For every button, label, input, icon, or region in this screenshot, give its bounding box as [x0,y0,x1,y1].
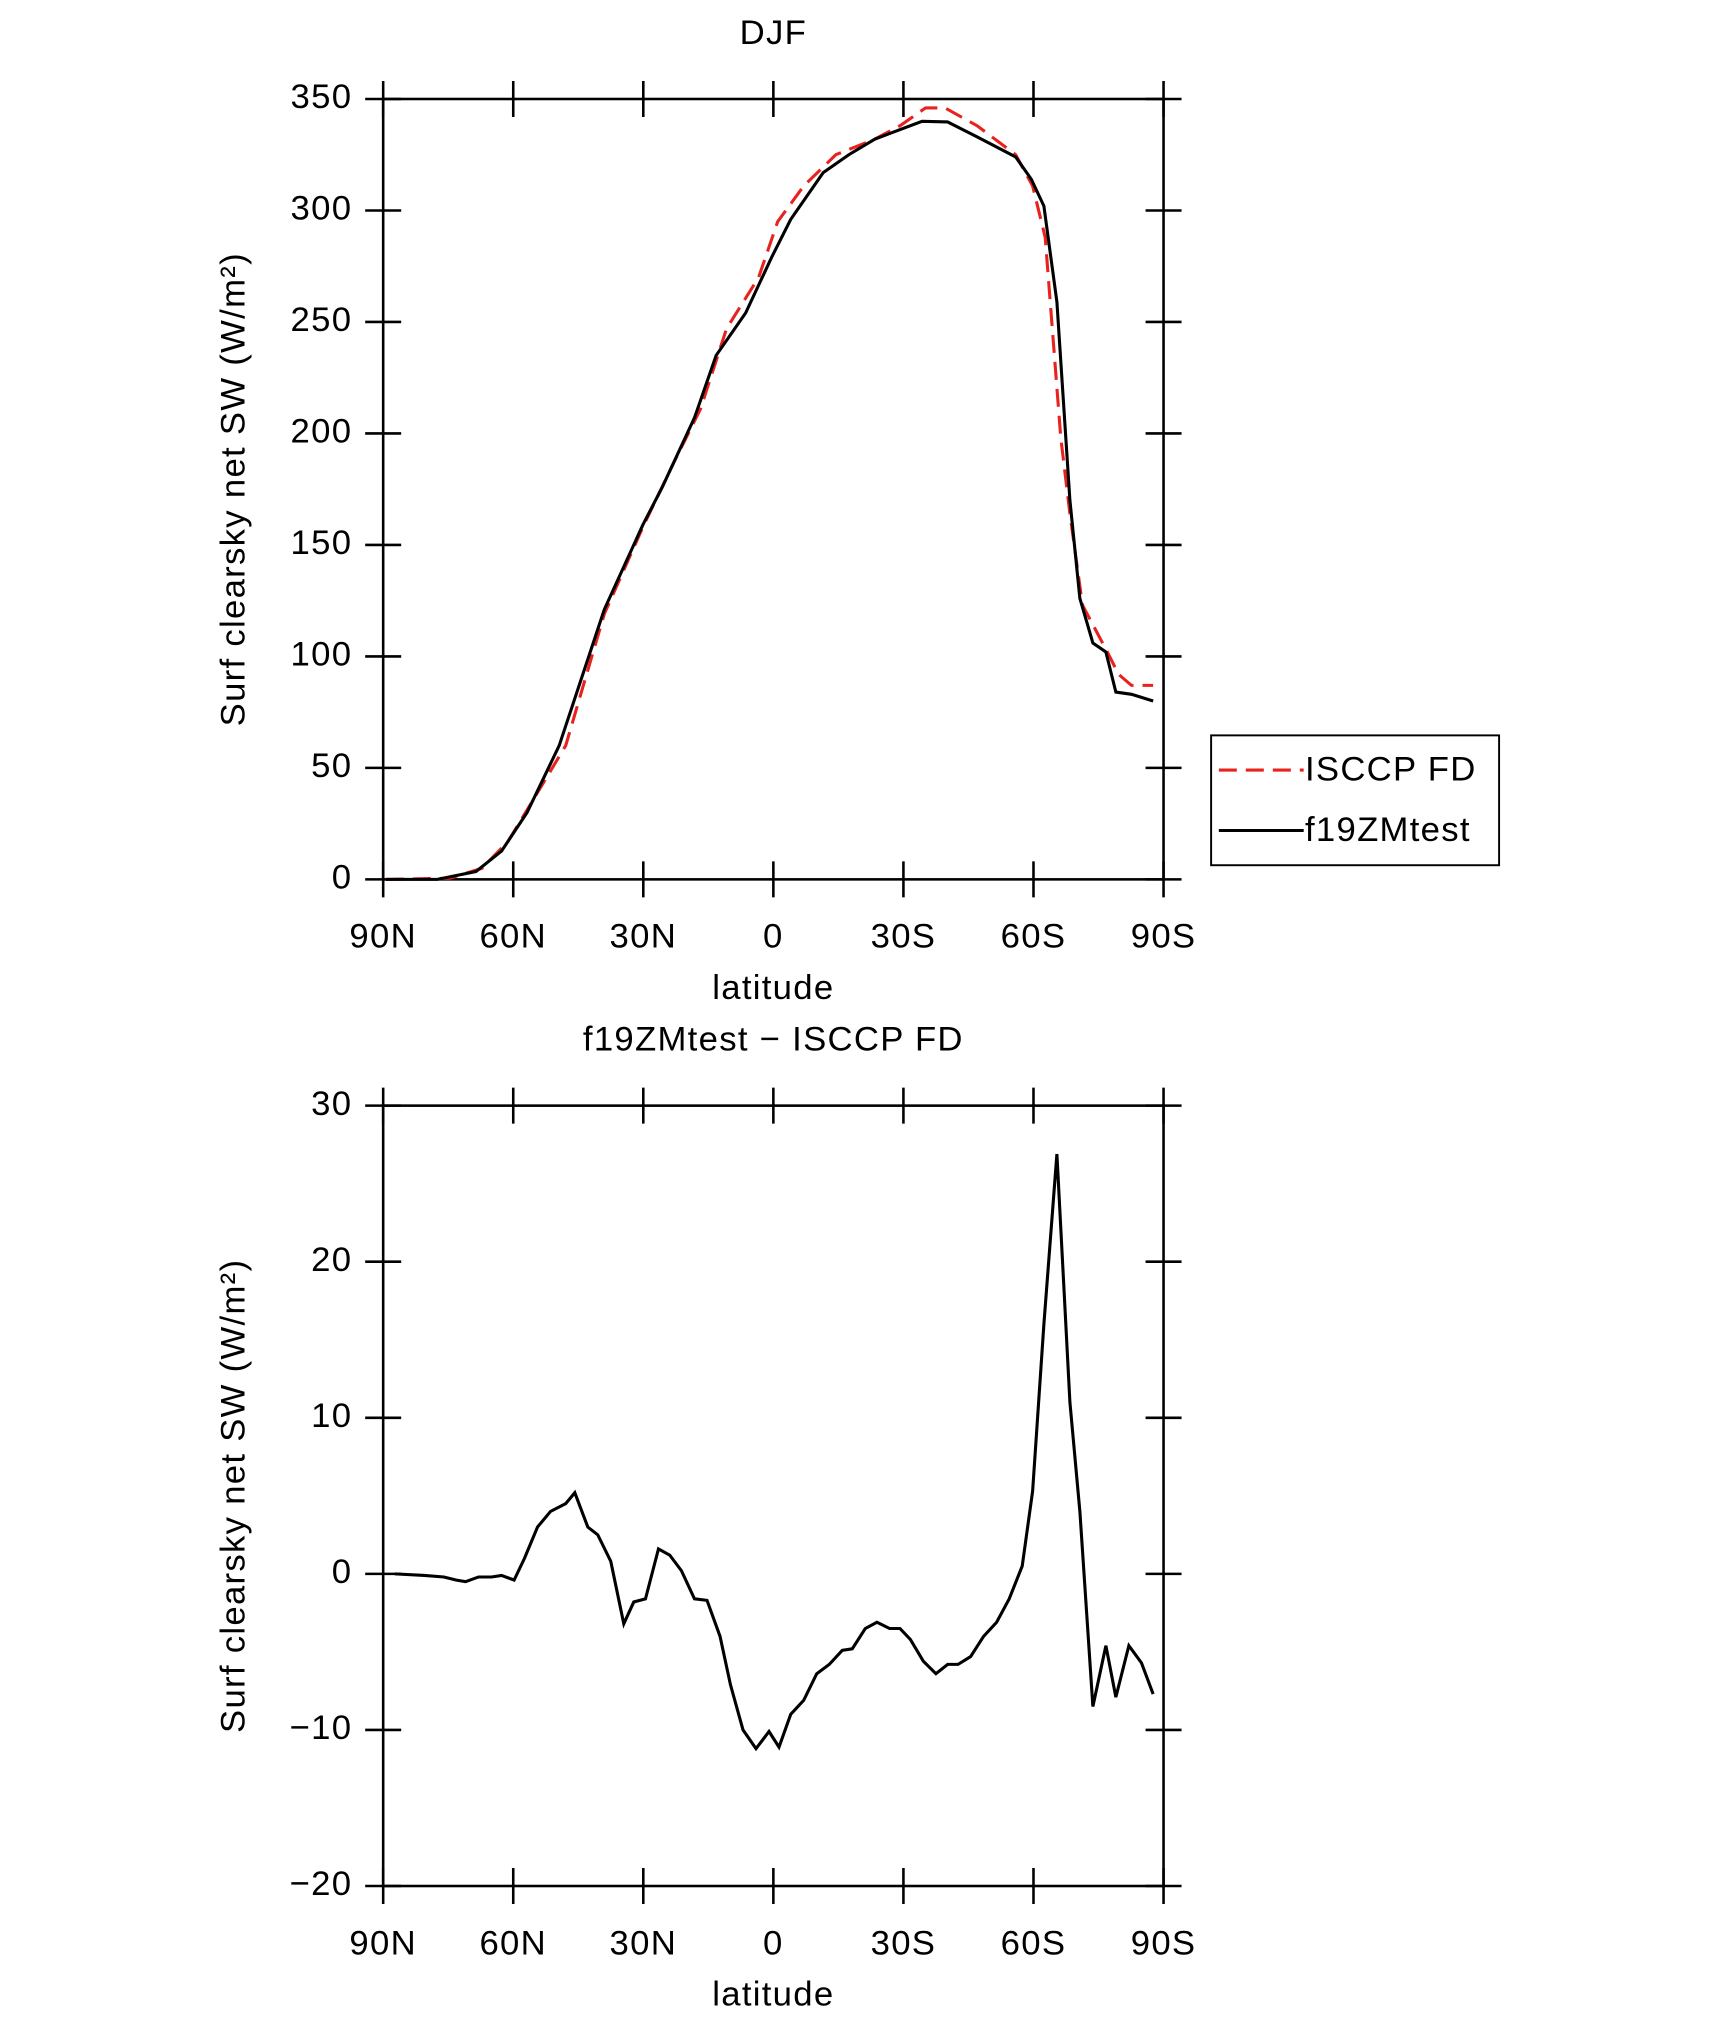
x-tick-label: 30N [610,1924,678,1962]
data-line [385,119,1154,881]
x-tick-label: 90S [1131,918,1197,956]
y-tick-label: 20 [311,1241,352,1279]
y-tick-label: 100 [291,636,353,674]
x-tick-label: 60N [479,918,547,956]
x-tick-label: 30S [871,918,937,956]
y-tick-label: 10 [311,1397,352,1435]
x-tick-label: 60N [479,1924,547,1962]
y-tick-label: 0 [332,1553,353,1591]
legend-box [1210,734,1501,867]
x-tick-label: 30S [871,1924,937,1962]
x-tick-label: 90N [349,1924,417,1962]
legend-label: f19ZMtest [1305,811,1471,849]
x-axis-label: latitude [712,1976,834,2014]
x-axis-label: latitude [712,969,834,1007]
y-tick-label: 30 [311,1085,352,1123]
chart-title: f19ZMtest − ISCCP FD [583,1021,964,1059]
y-tick-label: −10 [290,1709,353,1747]
y-tick-label: 50 [311,747,352,785]
y-tick-label: 200 [291,413,353,451]
plot-frame [381,1104,1165,1888]
y-axis-label: Surf clearsky net SW (W/m²) [215,252,253,726]
x-tick-label: 90N [349,918,417,956]
x-tick-label: 90S [1131,1924,1197,1962]
legend-label: ISCCP FD [1305,751,1477,789]
x-tick-label: 30N [610,918,678,956]
data-line [385,106,1154,881]
x-tick-label: 60S [1001,918,1067,956]
y-tick-label: 350 [291,78,353,116]
data-line [394,1153,1155,1752]
x-tick-label: 0 [763,918,784,956]
chart-title: DJF [740,14,807,52]
y-tick-label: 250 [291,301,353,339]
x-tick-label: 60S [1001,1924,1067,1962]
y-axis-label: Surf clearsky net SW (W/m²) [215,1259,253,1733]
y-tick-label: 0 [332,859,353,897]
plot-frame [381,97,1165,881]
x-tick-label: 0 [763,1924,784,1962]
y-tick-label: −20 [290,1865,353,1903]
y-tick-label: 300 [291,190,353,228]
y-tick-label: 150 [291,524,353,562]
